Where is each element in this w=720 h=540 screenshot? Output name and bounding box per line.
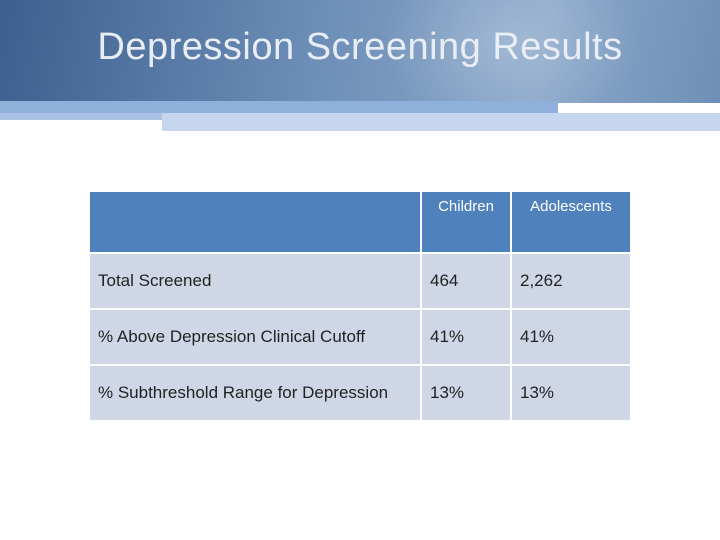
table-row: % Above Depression Clinical Cutoff 41% 4… <box>90 310 630 366</box>
children-value: 13% <box>422 366 512 422</box>
accent-strip-dark <box>0 101 558 113</box>
header-label-cell <box>90 192 422 254</box>
header-children: Children <box>422 192 512 254</box>
children-value: 464 <box>422 254 512 310</box>
banner-glow <box>380 0 640 103</box>
results-table: Children Adolescents Total Screened 464 … <box>90 192 630 422</box>
title-banner: Depression Screening Results <box>0 0 720 103</box>
row-label: Total Screened <box>90 254 422 310</box>
adolescents-value: 2,262 <box>512 254 630 310</box>
table-header-row: Children Adolescents <box>90 192 630 254</box>
slide-title: Depression Screening Results <box>97 26 623 68</box>
children-value: 41% <box>422 310 512 366</box>
accent-strip-left <box>0 113 162 120</box>
row-label: % Above Depression Clinical Cutoff <box>90 310 422 366</box>
table-row: % Subthreshold Range for Depression 13% … <box>90 366 630 422</box>
accent-strip-light <box>162 113 720 131</box>
row-label: % Subthreshold Range for Depression <box>90 366 422 422</box>
adolescents-value: 41% <box>512 310 630 366</box>
header-adolescents: Adolescents <box>512 192 630 254</box>
adolescents-value: 13% <box>512 366 630 422</box>
table-row: Total Screened 464 2,262 <box>90 254 630 310</box>
